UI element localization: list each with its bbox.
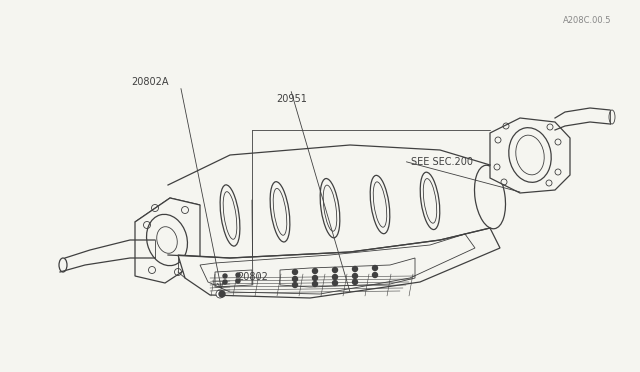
Ellipse shape	[370, 175, 390, 234]
Polygon shape	[135, 198, 200, 283]
Circle shape	[223, 280, 227, 284]
Polygon shape	[178, 228, 500, 298]
Circle shape	[372, 266, 378, 270]
Circle shape	[353, 273, 358, 279]
Circle shape	[333, 280, 337, 285]
Circle shape	[292, 282, 298, 288]
Circle shape	[223, 274, 227, 278]
Ellipse shape	[420, 172, 440, 230]
Circle shape	[333, 267, 337, 273]
Ellipse shape	[270, 182, 290, 242]
Circle shape	[333, 275, 337, 279]
Text: SEE SEC.200: SEE SEC.200	[412, 157, 474, 167]
Circle shape	[353, 279, 358, 285]
Circle shape	[236, 279, 240, 283]
Circle shape	[292, 276, 298, 282]
Ellipse shape	[320, 179, 340, 238]
Ellipse shape	[220, 185, 240, 246]
Circle shape	[292, 269, 298, 275]
Circle shape	[216, 290, 224, 298]
Circle shape	[236, 273, 240, 277]
Polygon shape	[490, 118, 570, 193]
Text: 20951: 20951	[276, 94, 307, 103]
Circle shape	[312, 269, 317, 273]
Circle shape	[372, 273, 378, 278]
Text: 20802A: 20802A	[132, 77, 169, 87]
Polygon shape	[135, 198, 200, 229]
Circle shape	[219, 291, 225, 297]
Text: A208C.00.5: A208C.00.5	[563, 16, 611, 25]
Circle shape	[353, 266, 358, 272]
Text: 20802: 20802	[237, 272, 268, 282]
Circle shape	[312, 282, 317, 286]
Ellipse shape	[474, 165, 506, 229]
Circle shape	[312, 276, 317, 280]
